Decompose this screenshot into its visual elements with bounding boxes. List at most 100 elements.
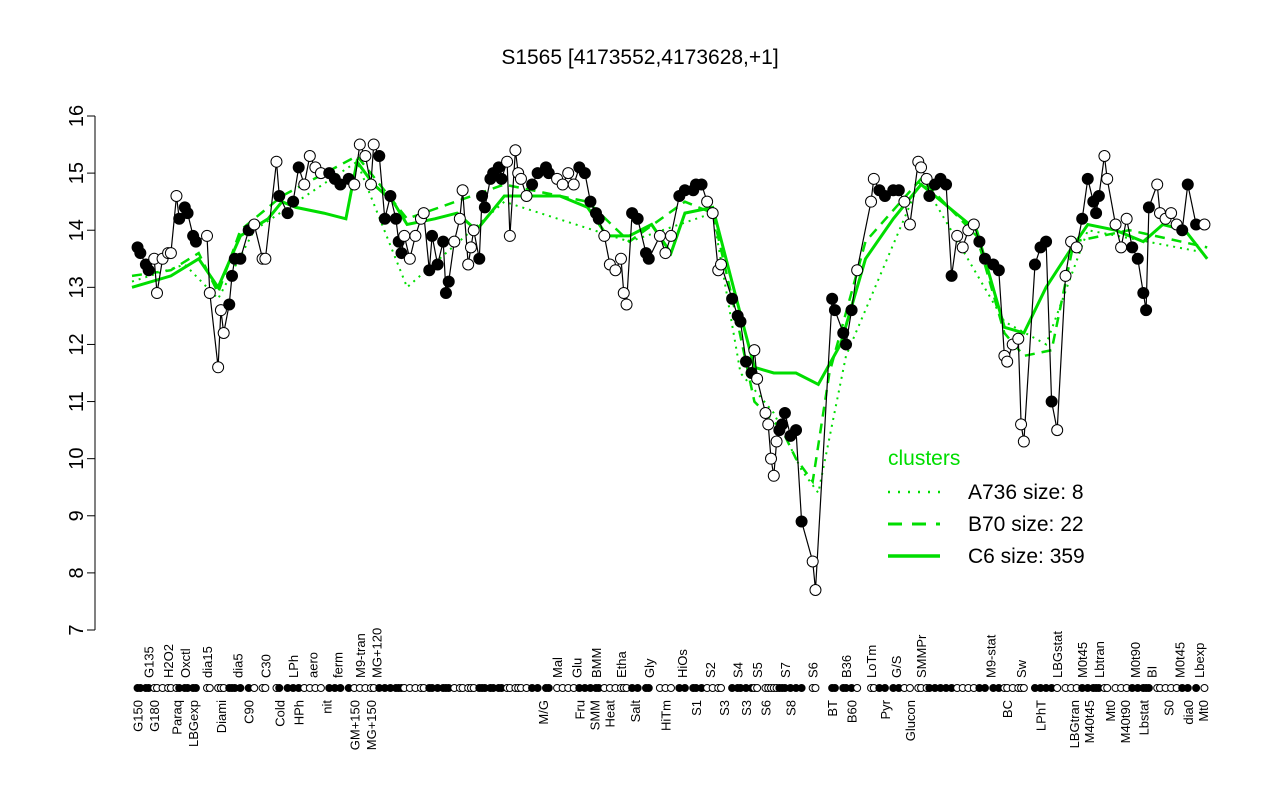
data-point	[992, 264, 1005, 277]
x-label: SMM	[587, 700, 602, 730]
data-point	[364, 178, 377, 191]
y-axis: 7 8 9 10 11 12 13 14 15 16	[66, 105, 96, 636]
data-point	[809, 584, 822, 597]
data-point	[298, 178, 311, 191]
data-point	[598, 229, 611, 242]
x-label: M40t90	[1118, 700, 1133, 743]
x-axis-labels: G150 G180 Paraq LBGexp Diami C90 Cold HPh nit GM+…	[131, 628, 1211, 750]
data-point	[1012, 332, 1025, 345]
data-point	[373, 149, 386, 162]
data-point	[270, 155, 283, 168]
data-point	[367, 138, 380, 151]
sample-marker	[316, 684, 325, 692]
x-label: S6	[758, 700, 773, 716]
x-label: nit	[319, 700, 334, 714]
data-point	[567, 178, 580, 191]
data-point	[915, 161, 928, 174]
sample-marker	[680, 684, 689, 692]
sample-marker	[853, 684, 862, 692]
sample-marker	[533, 684, 542, 692]
data-point	[526, 178, 539, 191]
data-point	[1165, 207, 1178, 220]
data-point	[203, 287, 216, 300]
data-point	[828, 304, 841, 317]
data-point	[353, 138, 366, 151]
data-point	[776, 418, 789, 431]
data-point	[1131, 252, 1144, 265]
data-point	[439, 287, 452, 300]
data-point	[462, 258, 475, 271]
data-point	[214, 304, 227, 317]
data-point	[389, 212, 402, 225]
x-label: Lbtran	[1092, 641, 1107, 678]
x-label: G/S	[889, 655, 904, 678]
sample-marker	[1053, 684, 1062, 692]
data-point	[1126, 241, 1139, 254]
x-label: C90	[242, 700, 257, 724]
data-point	[453, 212, 466, 225]
data-point	[967, 218, 980, 231]
data-point	[578, 167, 591, 180]
data-point	[1176, 224, 1189, 237]
x-label: Lbstat	[1136, 700, 1151, 736]
x-label: G135	[142, 646, 157, 678]
sample-marker	[275, 684, 284, 692]
data-point	[1076, 212, 1089, 225]
x-label: dia0	[1181, 700, 1196, 725]
data-point	[614, 252, 627, 265]
data-point	[467, 224, 480, 237]
data-point	[201, 229, 214, 242]
x-label: Pyr	[878, 699, 893, 719]
x-label: M40t45	[1082, 700, 1097, 743]
x-label: S3	[717, 700, 732, 716]
data-point	[978, 252, 991, 265]
data-point	[189, 235, 202, 248]
x-label: G180	[147, 700, 162, 732]
data-point	[503, 229, 516, 242]
x-label: dia5	[231, 653, 246, 678]
data-point	[790, 424, 803, 437]
data-point	[448, 235, 461, 248]
x-label: Paraq	[169, 700, 184, 735]
x-label: S7	[778, 662, 793, 678]
data-point	[1140, 304, 1153, 317]
sample-marker	[667, 684, 675, 692]
data-point	[1137, 287, 1150, 300]
data-points	[131, 138, 1211, 692]
x-label: LPh	[286, 655, 301, 678]
data-point	[442, 275, 455, 288]
data-point	[1081, 172, 1094, 185]
x-label: Mt0	[1196, 700, 1211, 722]
data-point	[751, 372, 764, 385]
data-point	[826, 292, 839, 305]
data-point	[423, 264, 436, 277]
data-point	[584, 195, 597, 208]
y-tick-label: 7	[66, 624, 88, 635]
x-label: G150	[131, 700, 146, 732]
data-point	[642, 252, 655, 265]
data-point	[740, 355, 753, 368]
sample-marker	[1019, 684, 1028, 692]
data-point	[865, 195, 878, 208]
data-point	[1151, 178, 1164, 191]
data-point	[695, 178, 708, 191]
data-point	[653, 229, 666, 242]
data-point	[437, 235, 450, 248]
data-point	[878, 189, 891, 202]
x-label: BT	[825, 700, 840, 717]
x-label: B60	[845, 700, 860, 723]
data-point	[409, 229, 422, 242]
data-point	[398, 229, 411, 242]
data-point	[701, 195, 714, 208]
sample-marker	[880, 684, 889, 692]
chart-title: S1565 [4173552,4173628,+1]	[501, 46, 778, 69]
x-label: MG+120	[369, 628, 384, 678]
legend: clusters A736 size: 8 B70 size: 22 C6 si…	[888, 447, 1085, 568]
data-point	[556, 178, 569, 191]
x-label: M9-stat	[984, 634, 999, 678]
data-point	[234, 252, 247, 265]
sample-marker	[544, 684, 553, 692]
x-label: GM+150	[347, 700, 362, 750]
sample-marker	[633, 684, 642, 692]
sample-marker	[830, 684, 839, 692]
